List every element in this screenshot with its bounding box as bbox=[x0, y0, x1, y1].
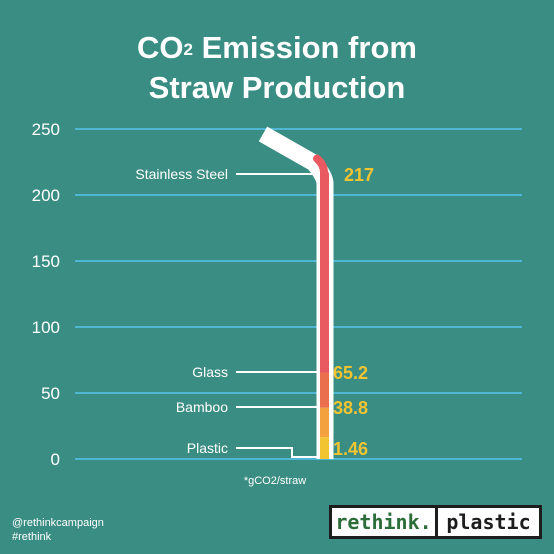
category-label-glass: Glass bbox=[192, 364, 228, 380]
straw-fill-bamboo bbox=[320, 407, 329, 438]
category-label-bamboo: Bamboo bbox=[176, 399, 228, 415]
rethink-plastic-logo: rethink. plastic bbox=[329, 505, 542, 539]
value-label-glass: 65.2 bbox=[333, 363, 368, 383]
footer-hashtag: #rethink bbox=[12, 531, 52, 543]
value-label-plastic: 1.46 bbox=[333, 439, 368, 459]
gridlines bbox=[75, 128, 522, 460]
footer-handle: @rethinkcampaign bbox=[12, 517, 104, 529]
value-label-stainless-steel: 217 bbox=[344, 165, 374, 185]
title-line-2: Straw Production bbox=[148, 70, 406, 105]
y-tick-label-150: 150 bbox=[32, 252, 60, 271]
straw-fill-plastic bbox=[320, 437, 329, 459]
y-tick-label-100: 100 bbox=[32, 318, 60, 337]
straw-outline bbox=[258, 126, 334, 459]
category-labels: Stainless Steel 217 Glass 65.2 Bamboo 38.8 Pla… bbox=[135, 165, 374, 459]
unit-note: *gCO2/straw bbox=[244, 475, 306, 487]
y-tick-label-200: 200 bbox=[32, 186, 60, 205]
value-label-bamboo: 38.8 bbox=[333, 398, 368, 418]
footer-credits: @rethinkcampaign #rethink bbox=[12, 516, 104, 544]
y-axis-ticks: 0 50 100 150 200 250 bbox=[32, 120, 60, 469]
logo-plastic: plastic bbox=[435, 508, 539, 536]
category-label-stainless-steel: Stainless Steel bbox=[135, 166, 228, 182]
logo-rethink: rethink. bbox=[335, 510, 432, 534]
title-co: CO bbox=[137, 30, 184, 65]
straw-fill-glass bbox=[320, 372, 329, 408]
straw-bar bbox=[258, 126, 334, 459]
straw-fill-bend bbox=[313, 154, 328, 177]
title-rest: Emission from bbox=[193, 30, 417, 65]
chart-title: CO2 Emission from Straw Production bbox=[0, 28, 554, 108]
category-label-plastic: Plastic bbox=[187, 440, 228, 456]
title-line-1: CO2 Emission from bbox=[0, 28, 554, 68]
y-tick-label-250: 250 bbox=[32, 120, 60, 139]
leader-line-plastic bbox=[236, 447, 320, 458]
y-tick-label-0: 0 bbox=[51, 450, 60, 469]
title-superscript: 2 bbox=[183, 40, 194, 59]
straw-fill-stainless-steel bbox=[320, 172, 329, 373]
y-tick-label-50: 50 bbox=[41, 384, 60, 403]
